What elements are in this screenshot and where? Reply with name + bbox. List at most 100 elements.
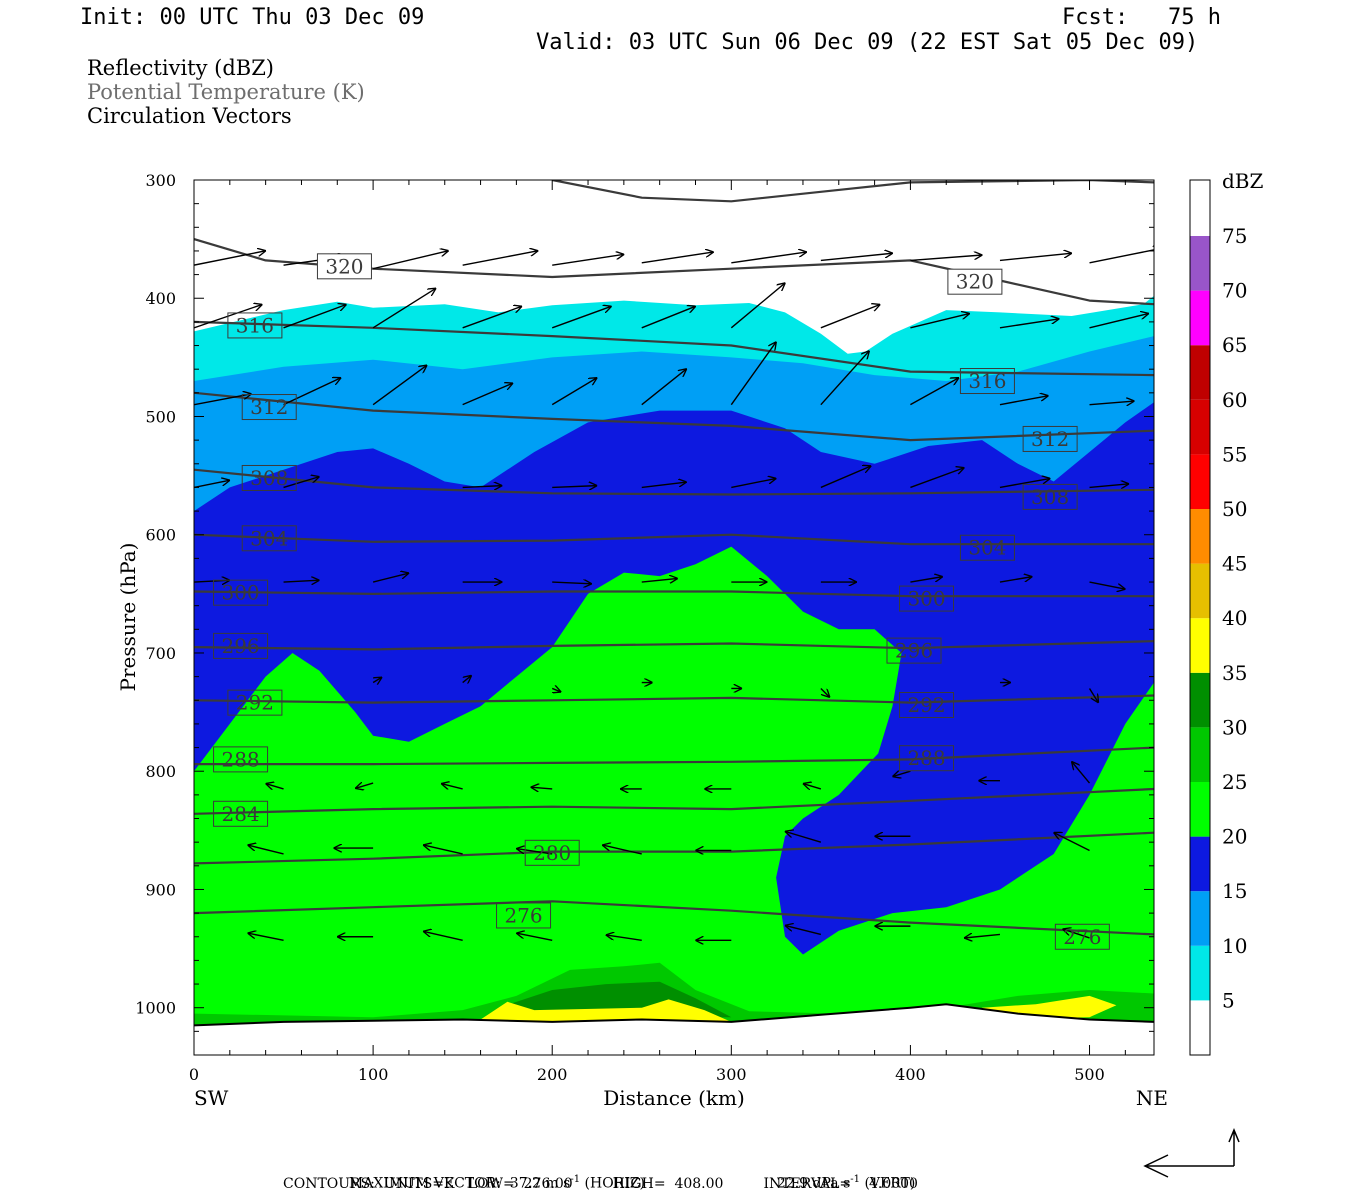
contour-label: 304 — [968, 536, 1006, 560]
vector-arrow — [462, 486, 503, 488]
vector-arrow — [999, 577, 1032, 583]
colorbar-segment — [1190, 236, 1210, 291]
x-tick-label: 500 — [1074, 1065, 1105, 1084]
colorbar-segment — [1190, 399, 1210, 455]
colorbar-label: 50 — [1222, 497, 1247, 521]
contour-label-box — [959, 368, 1015, 395]
vector-arrow — [194, 480, 230, 489]
colorbar-segment — [1190, 509, 1210, 564]
colorbar-label: 75 — [1222, 224, 1247, 248]
surface-line — [194, 1003, 1154, 1027]
contour-label-box — [241, 394, 297, 421]
colorbar-label: 45 — [1222, 552, 1247, 576]
max-vector-horiz-label: (HORIZ) — [580, 1175, 645, 1192]
contour-label: 312 — [250, 395, 288, 419]
theta-contour-276 — [194, 900, 1154, 936]
axes: 0 100 200 300 400 500 300 400 500 600 700 800 900 100… — [135, 171, 1154, 1084]
max-vector-horiz-exponent: -1 — [570, 1174, 581, 1185]
vector-arrow — [1088, 688, 1099, 702]
vector-arrow — [820, 253, 893, 262]
reference-vector — [1143, 1128, 1240, 1178]
vector-arrow — [731, 252, 807, 264]
plot-frame — [193, 179, 1155, 1056]
y-tick-label: 700 — [145, 644, 176, 663]
contour-label: 320 — [956, 270, 994, 294]
x-axis-label: Distance (km) — [603, 1086, 745, 1110]
colorbar-segment — [1190, 1000, 1210, 1055]
vector-arrow — [372, 365, 427, 406]
contour-label-box — [496, 902, 552, 929]
reflectivity-region-20dbz — [194, 546, 1154, 1055]
contour-label: 300 — [221, 581, 259, 605]
vector-arrow — [730, 283, 785, 329]
below-ground — [194, 1004, 1154, 1055]
contour-label-box — [227, 689, 283, 716]
theta-contour-316 — [194, 320, 1154, 377]
vector-arrow — [372, 573, 409, 583]
vector-arrow — [248, 933, 284, 941]
vector-arrow — [892, 771, 911, 776]
forecast-hour: Fcst: 75 h — [1062, 5, 1221, 30]
y-tick-label: 500 — [145, 407, 176, 426]
vector-arrow — [194, 251, 266, 266]
vector-arrow — [641, 578, 678, 582]
valid-time: Valid: 03 UTC Sun 06 Dec 09 (22 EST Sat … — [536, 30, 1199, 55]
reference-horizontal-arrow — [1143, 1154, 1234, 1178]
colorbar-label: 40 — [1222, 606, 1247, 630]
vector-arrow — [462, 306, 522, 329]
theta-contour-304 — [194, 533, 1154, 546]
max-vector-vert-value: 22.9 dPa s — [776, 1175, 851, 1192]
vector-arrow — [641, 252, 714, 264]
contour-label: 312 — [1031, 427, 1069, 451]
vector-arrow — [820, 687, 830, 697]
reflectivity-region-35dbz — [480, 999, 732, 1025]
contour-label-box — [947, 268, 1003, 295]
reflectivity-fill — [194, 295, 1154, 1055]
y-tick-label: 900 — [145, 880, 176, 899]
vector-arrow — [248, 845, 284, 855]
vector-arrow — [910, 378, 959, 406]
vector-arrow — [730, 342, 776, 406]
contour-label: 296 — [895, 639, 933, 663]
vector-arrow — [552, 688, 561, 692]
contour-label-box — [213, 746, 269, 773]
contour-label: 300 — [907, 587, 945, 611]
vector-arrow — [1089, 581, 1126, 589]
colorbar-segment — [1190, 618, 1210, 673]
vector-arrow — [355, 783, 374, 788]
vector-arrow — [731, 478, 776, 489]
vector-arrow — [283, 304, 347, 329]
contour-label: 292 — [236, 691, 274, 715]
contour-label-box — [886, 637, 942, 664]
colorbar-segment — [1190, 563, 1210, 619]
vector-arrow — [785, 925, 822, 936]
contour-label-box — [899, 692, 955, 718]
x-end-right: NE — [1136, 1086, 1168, 1110]
vector-arrow — [964, 934, 1001, 938]
theta-contours — [194, 180, 1154, 936]
vector-arrow — [423, 845, 463, 855]
contour-label: 304 — [250, 526, 288, 550]
theta-contour-308 — [194, 468, 1154, 496]
contour-label-box — [1022, 425, 1078, 452]
colorbar-label: 55 — [1222, 442, 1247, 466]
colorbar-label: 5 — [1222, 988, 1235, 1012]
vector-arrow — [1072, 761, 1091, 784]
contour-label-box — [227, 312, 283, 339]
vector-arrow — [820, 304, 880, 329]
x-tick-label: 100 — [358, 1065, 389, 1084]
vector-arrow — [552, 582, 592, 584]
theta-contour-280 — [194, 831, 1154, 865]
contour-label-box — [241, 464, 297, 491]
contour-label: 292 — [907, 693, 945, 717]
colorbar: 5 10 15 20 25 30 35 40 45 50 55 60 65 70 75 — [1189, 179, 1247, 1056]
vector-arrow — [516, 933, 553, 941]
contour-label: 308 — [1031, 485, 1069, 509]
vector-arrow — [910, 313, 969, 329]
contour-label: 308 — [250, 466, 288, 490]
contour-label: 288 — [221, 747, 259, 771]
vector-arrow — [820, 466, 871, 489]
colorbar-label: 10 — [1222, 934, 1247, 958]
vector-arrow — [602, 845, 642, 855]
contours-note: CONTOURS: UNITS=K LOW= 276.00 HIGH= 408.… — [283, 1176, 918, 1192]
